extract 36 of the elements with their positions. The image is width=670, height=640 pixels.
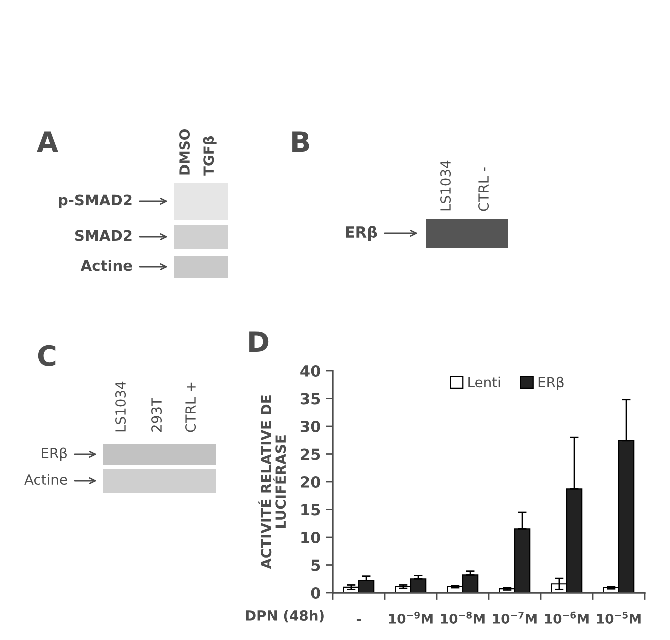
y-tick-label: 40 [300, 365, 320, 378]
x-tick-label: 10$^{−6}$M [545, 612, 589, 624]
category-label: ERβ [42, 448, 68, 462]
y-axis-title: ACTIVITÉ RELATIVE DE LUCIFÉRASE [258, 396, 286, 570]
y-tick-label: 25 [301, 448, 320, 460]
y-tick-label: 30 [300, 420, 320, 433]
text: A [37, 132, 58, 152]
category-label: Actine [80, 260, 132, 272]
y-tick-label: 15 [302, 504, 320, 516]
y-tick-label: 5 [312, 560, 320, 572]
x-axis-title: DPN (48h) [246, 610, 324, 623]
category-label: LS1034 [116, 382, 126, 432]
x-tick-label: - [356, 619, 362, 621]
text: B [292, 132, 310, 152]
text: C [38, 345, 56, 366]
category-label: CTRL - [478, 168, 490, 212]
category-label: LS1034 [440, 160, 452, 211]
category-label: ERβ [346, 226, 378, 241]
y-tick-label: 10 [302, 532, 320, 544]
x-tick-label: 10$^{−9}$M [389, 612, 433, 624]
y-tick-label: 20 [301, 476, 320, 488]
x-tick-label: 10$^{−5}$M [597, 612, 641, 624]
category-label: TGFβ [203, 136, 217, 176]
category-label: p-SMAD2 [59, 194, 132, 209]
x-tick-label: 10$^{−7}$M [493, 612, 537, 624]
legend-label: ERβ [538, 376, 564, 390]
x-tick-label: 10$^{−8}$M [441, 612, 485, 624]
category-label: CTRL + [186, 382, 196, 432]
legend-label: Lenti [468, 376, 500, 388]
category-label: Actine [24, 474, 68, 486]
y-tick-label: 35 [300, 393, 320, 405]
category-label: DMSO [180, 130, 190, 175]
chart-title: D [250, 332, 269, 352]
category-label: 293T [152, 398, 162, 432]
category-label: SMAD2 [75, 230, 132, 242]
y-tick-label: 0 [311, 587, 320, 600]
